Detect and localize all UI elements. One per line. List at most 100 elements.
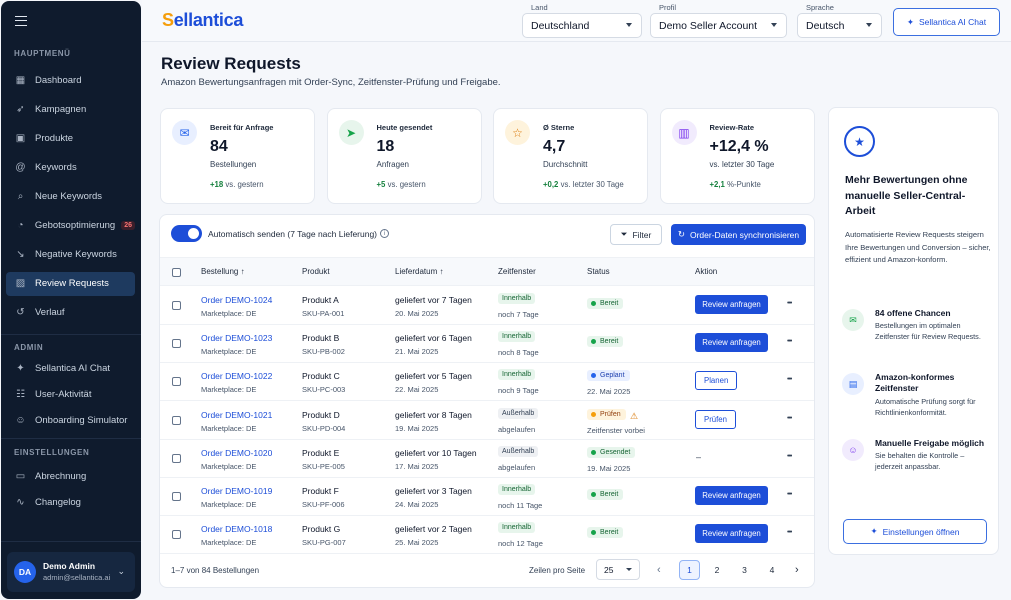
window-note: noch 7 Tage	[498, 310, 539, 319]
table-row: Order DEMO-1022 Marketplace: DE Produkt C S…	[160, 363, 814, 402]
delivery-text: geliefert vor 6 Tagen	[395, 333, 472, 344]
land-select[interactable]: Land Deutschland	[522, 3, 642, 38]
table-header: Bestellung ↑ Produkt Lieferdatum ↑ Zeitf…	[160, 257, 814, 286]
kpi-card: ☆ Ø Sterne 4,7 Durchschnitt +0,2 vs. letzter…	[493, 108, 648, 204]
filter-icon: ⏷	[620, 229, 628, 239]
calendar-icon: ▤	[842, 373, 864, 395]
auto-send-toggle[interactable]	[171, 225, 202, 242]
sparkle-icon: ✦	[16, 362, 25, 374]
profil-select[interactable]: Profil Demo Seller Account	[650, 3, 787, 38]
sprache-select[interactable]: Sprache Deutsch	[797, 3, 882, 38]
feature-desc: Sie behalten die Kontrolle – jederzeit a…	[875, 451, 965, 471]
chevron-down-icon	[626, 23, 632, 27]
review-request-button[interactable]: Review anfragen	[695, 486, 768, 505]
history-icon: ↺	[16, 307, 25, 319]
sidebar-item-negative-keywords[interactable]: ↘ Negative Keywords	[6, 243, 135, 267]
row-checkbox[interactable]	[172, 415, 181, 425]
sidebar-item-neue-keywords[interactable]: ⌕ Neue Keywords	[6, 184, 135, 208]
sidebar-item-changelog[interactable]: ∿ Changelog	[6, 490, 135, 514]
more-options-icon[interactable]: •••	[787, 529, 792, 537]
row-checkbox[interactable]	[172, 377, 181, 387]
review-request-button[interactable]: Review anfragen	[695, 295, 768, 314]
header-order[interactable]: Bestellung ↑	[201, 267, 245, 276]
page-4-button[interactable]: 4	[769, 565, 775, 575]
page-1-button[interactable]: 1	[679, 560, 700, 580]
kpi-delta-text: vs. letzter 30 Tage	[560, 180, 624, 189]
land-dropdown[interactable]: Deutschland	[522, 13, 642, 38]
sidebar-item-onboarding-simulator[interactable]: ☺ Onboarding Simulator	[6, 408, 135, 432]
sidebar-item-keywords[interactable]: @ Keywords	[6, 155, 135, 179]
sidebar-item-gebotsoptimierung[interactable]: ◔ Gebotsoptimierung 26	[6, 214, 135, 238]
more-options-icon[interactable]: •••	[787, 300, 792, 307]
dashboard-icon: ▦	[15, 74, 26, 86]
sidebar-item-review-requests[interactable]: ▨ Review Requests	[6, 271, 135, 296]
rows-per-page-select[interactable]: 25	[596, 559, 640, 580]
land-label: Land	[531, 3, 548, 12]
row-checkbox[interactable]	[172, 492, 181, 501]
open-settings-button[interactable]: ✦ Einstellungen öffnen	[843, 519, 987, 544]
window-badge: Innerhalb	[498, 522, 536, 534]
more-options-icon[interactable]: •••	[787, 376, 792, 384]
status-badge: Geplant	[587, 370, 630, 382]
sidebar-item-produkte[interactable]: ▣ Produkte	[6, 126, 135, 150]
sidebar: HAUPTMENÜ ▦ Dashboard ➶ Kampagnen ▣ Produkte @…	[1, 1, 141, 599]
more-options-icon[interactable]: •••	[787, 452, 792, 460]
order-link[interactable]: Order DEMO-1020	[201, 447, 273, 458]
next-page-icon[interactable]: ›	[795, 564, 799, 576]
row-checkbox[interactable]	[172, 339, 181, 349]
status-badge: Prüfen	[587, 408, 626, 420]
page-2-button[interactable]: 2	[714, 565, 720, 575]
sidebar-item-user-aktivit-t[interactable]: ☷ User-Aktivität	[6, 382, 135, 406]
row-action-button[interactable]: Planen	[695, 371, 738, 391]
review-request-button[interactable]: Review anfragen	[695, 333, 768, 353]
delivery-text: geliefert vor 2 Tagen	[395, 524, 472, 535]
more-options-icon[interactable]: •••	[787, 491, 792, 498]
menu-icon[interactable]	[15, 16, 27, 26]
sidebar-item-verlauf[interactable]: ↺ Verlauf	[6, 301, 135, 325]
page-3-button[interactable]: 3	[742, 565, 747, 575]
order-link[interactable]: Order DEMO-1022	[201, 371, 273, 382]
promo-card: ★ Mehr Bewertungen ohne manuelle Seller-…	[828, 107, 999, 555]
row-checkbox[interactable]	[172, 301, 181, 310]
sidebar-item-abrechnung[interactable]: ▭ Abrechnung	[6, 464, 135, 488]
filter-button[interactable]: ⏷ Filter	[610, 224, 662, 245]
ai-chat-button[interactable]: ✦ Sellantica AI Chat	[893, 8, 1000, 36]
row-checkbox[interactable]	[172, 530, 181, 540]
sidebar-item-kampagnen[interactable]: ➶ Kampagnen	[6, 97, 135, 121]
order-link[interactable]: Order DEMO-1023	[201, 333, 273, 344]
sync-button[interactable]: ↻ Order-Daten synchronisieren	[671, 224, 806, 245]
sprache-label: Sprache	[806, 3, 834, 12]
order-link[interactable]: Order DEMO-1021	[201, 409, 273, 420]
sprache-dropdown[interactable]: Deutsch	[797, 13, 882, 38]
prev-page-icon[interactable]: ‹	[657, 564, 661, 576]
profil-dropdown[interactable]: Demo Seller Account	[650, 13, 787, 38]
status-dot-icon	[591, 373, 596, 379]
header-delivery[interactable]: Lieferdatum ↑	[395, 267, 444, 276]
search-icon: ⌕	[17, 190, 24, 202]
sidebar-item-dashboard[interactable]: ▦ Dashboard	[6, 68, 135, 92]
sidebar-item-label: Dashboard	[35, 74, 82, 86]
kpi-delta-value: +18	[210, 180, 224, 189]
row-action-button[interactable]: Prüfen	[695, 409, 736, 429]
info-icon[interactable]: i	[380, 229, 389, 238]
user-card[interactable]: DA Demo Admin admin@sellantica.ai ⌄	[7, 552, 135, 592]
row-checkbox[interactable]	[172, 453, 181, 463]
sparkle-icon: ✦	[870, 526, 878, 536]
order-link[interactable]: Order DEMO-1024	[201, 295, 273, 305]
logo[interactable]: Sellantica	[162, 10, 244, 30]
select-all-checkbox[interactable]	[172, 268, 181, 277]
more-options-icon[interactable]: •••	[787, 338, 792, 346]
window-badge: Außerhalb	[498, 445, 539, 457]
status-dot-icon	[591, 411, 596, 417]
review-request-button[interactable]: Review anfragen	[695, 524, 768, 544]
more-options-icon[interactable]: •••	[787, 414, 792, 422]
sidebar-item-sellantica-ai-chat[interactable]: ✦ Sellantica AI Chat	[6, 356, 135, 380]
marketplace: Marketplace: DE	[201, 538, 257, 548]
order-link[interactable]: Order DEMO-1019	[201, 486, 273, 496]
sidebar-item-label: Keywords	[35, 161, 77, 173]
sidebar-item-label: Sellantica AI Chat	[35, 362, 110, 374]
delivery-text: geliefert vor 10 Tagen	[395, 447, 477, 458]
delivery-date: 21. Mai 2025	[395, 347, 439, 357]
feature-title: Amazon-konformes Zeitfenster	[875, 372, 955, 393]
order-link[interactable]: Order DEMO-1018	[201, 524, 273, 535]
